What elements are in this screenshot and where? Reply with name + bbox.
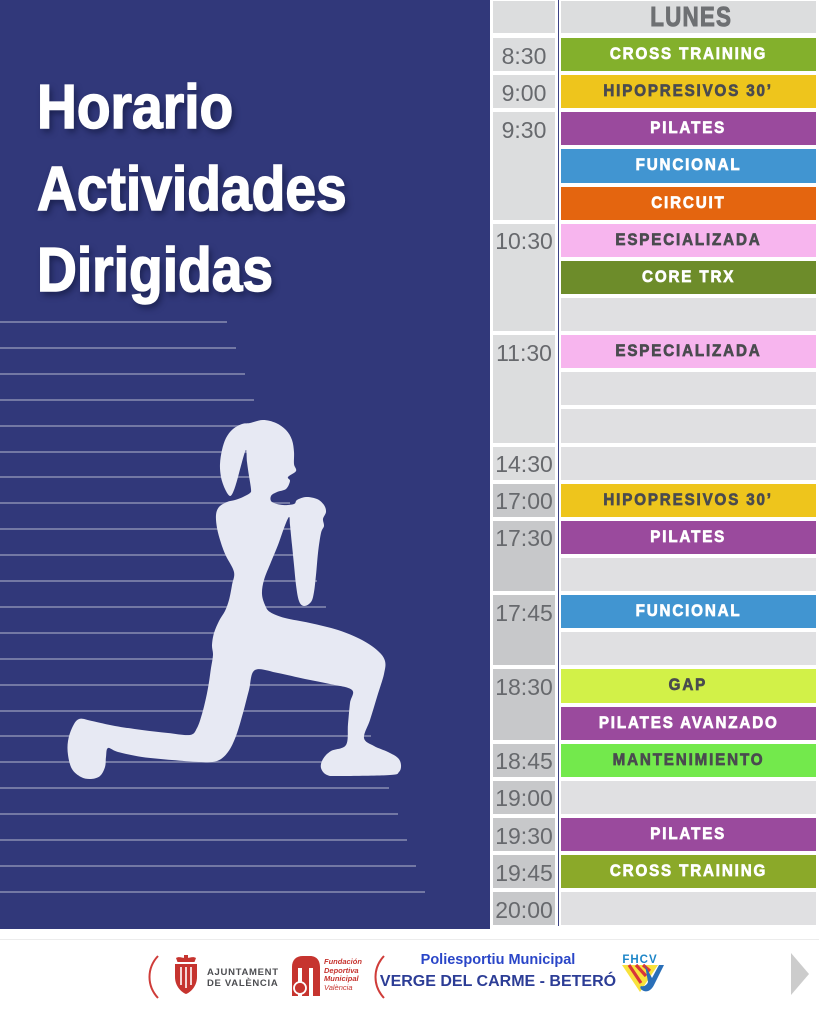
svg-text:FHCV: FHCV [622, 954, 657, 966]
